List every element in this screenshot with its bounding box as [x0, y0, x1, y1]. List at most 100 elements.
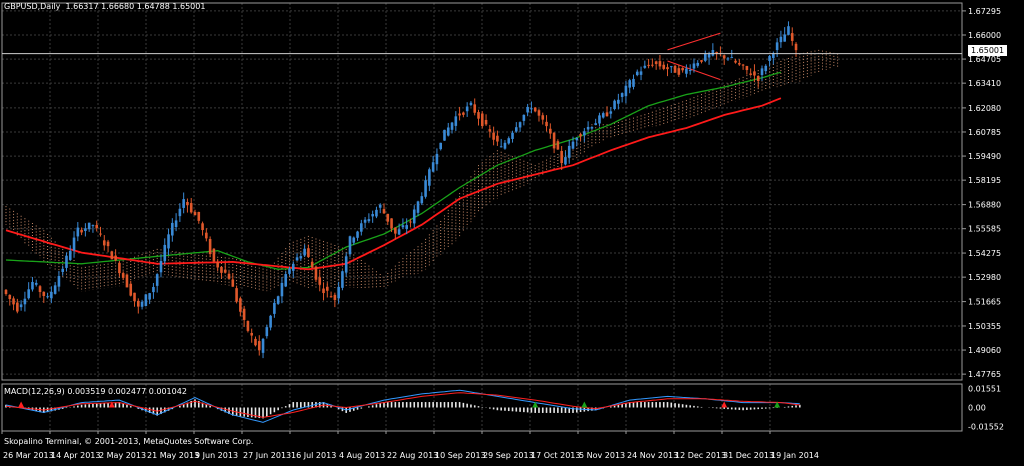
macd-tick-label: 0.01551	[968, 384, 1001, 393]
candle-body	[276, 296, 280, 304]
candle-body	[685, 68, 688, 74]
candle-body	[488, 129, 492, 132]
candle-body	[651, 64, 654, 66]
price-tick-label: 1.62080	[968, 104, 1001, 113]
candle-body	[635, 71, 639, 76]
candle-body	[159, 260, 163, 273]
price-tick-label: 1.64705	[968, 55, 1001, 64]
candle-body	[409, 221, 412, 223]
date-tick-label: 14 Apr 2013	[51, 451, 100, 460]
candle-body	[707, 53, 711, 58]
candle-body	[46, 296, 49, 298]
candle-body	[730, 57, 734, 59]
candle-body	[601, 113, 605, 118]
candle-body	[688, 69, 692, 72]
candle-body	[269, 315, 272, 328]
candle-body	[783, 34, 786, 42]
candle-body	[401, 225, 405, 228]
copyright-text: Skopalino Terminal, © 2001-2013, MetaQuo…	[4, 437, 254, 446]
axis-labels: 1.67295 1.66000 1.64705 1.63410 1.62080 1.607…	[1, 7, 1004, 460]
candle-body	[590, 127, 594, 129]
price-tick-label: 1.47765	[968, 370, 1001, 379]
candle-body	[726, 58, 730, 60]
trend-line	[667, 32, 721, 51]
candle-body	[734, 60, 737, 63]
candle-body	[84, 228, 87, 232]
candle-body	[715, 52, 718, 54]
candle-body	[673, 65, 677, 73]
candle-body	[208, 238, 212, 255]
candle-body	[193, 212, 197, 216]
macd-tick-label: 0.00	[968, 404, 986, 413]
macd-signal-arrow	[721, 401, 728, 408]
candle-body	[586, 126, 590, 130]
price-tick-label: 1.58195	[968, 176, 1001, 185]
candle-body	[182, 199, 185, 208]
candle-body	[295, 257, 299, 261]
candle-body	[318, 277, 322, 285]
candle-body	[390, 218, 393, 229]
candle-body	[197, 211, 201, 221]
candle-body	[186, 201, 189, 206]
candle-body	[424, 180, 427, 197]
candle-body	[137, 300, 140, 307]
candle-body	[167, 234, 170, 249]
candle-body	[337, 286, 340, 299]
candle-body	[291, 263, 295, 271]
candle-body	[171, 222, 174, 236]
candle-body	[772, 53, 775, 58]
candle-body	[571, 141, 575, 149]
price-tick-label: 1.66000	[968, 31, 1001, 40]
candle-body	[583, 131, 586, 136]
candle-body	[439, 142, 442, 150]
candle-body	[522, 114, 526, 121]
candle-body	[356, 231, 359, 238]
price-tick-label: 1.49060	[968, 346, 1001, 355]
macd-indicator	[5, 389, 801, 423]
candle-body	[496, 135, 499, 142]
candle-body	[556, 141, 560, 150]
main-pane-border	[1, 2, 963, 381]
date-tick-label: 31 Dec 2013	[723, 451, 774, 460]
candle-body	[711, 50, 715, 56]
candle-body	[102, 240, 106, 246]
candle-body	[537, 110, 541, 116]
date-tick-label: 26 Mar 2013	[3, 451, 54, 460]
candle-body	[352, 237, 356, 243]
candle-body	[533, 107, 537, 112]
candle-body	[235, 288, 238, 302]
candle-body	[669, 66, 673, 68]
macd-signal-arrow	[18, 401, 25, 408]
candle-body	[760, 68, 764, 75]
candle-body	[609, 111, 613, 114]
candle-body	[280, 282, 284, 297]
macd-signal-arrow	[581, 401, 588, 408]
candle-body	[367, 219, 371, 222]
candle-body	[254, 338, 257, 346]
candle-body	[666, 67, 669, 70]
candle-body	[431, 162, 435, 172]
candle-body	[617, 99, 620, 104]
price-tick-label: 1.51665	[968, 298, 1001, 307]
candle-body	[16, 302, 19, 312]
candle-body	[749, 73, 752, 75]
candle-body	[567, 145, 571, 158]
candle-body	[541, 115, 545, 120]
candle-body	[579, 134, 582, 137]
candle-body	[677, 68, 681, 75]
candle-body	[125, 274, 129, 288]
candle-body	[446, 127, 450, 136]
symbol-info: GBPUSD,Daily	[4, 2, 61, 11]
candle-body	[216, 262, 219, 268]
candle-body	[371, 214, 374, 217]
candlesticks	[4, 21, 798, 359]
candle-body	[420, 196, 424, 204]
candle-body	[386, 213, 390, 222]
candle-body	[19, 304, 23, 308]
candle-body	[303, 248, 306, 256]
macd-header: MACD(12,26,9) 0.003519 0.002477 0.001042	[4, 387, 187, 396]
candle-body	[681, 67, 684, 71]
candle-body	[273, 302, 276, 314]
